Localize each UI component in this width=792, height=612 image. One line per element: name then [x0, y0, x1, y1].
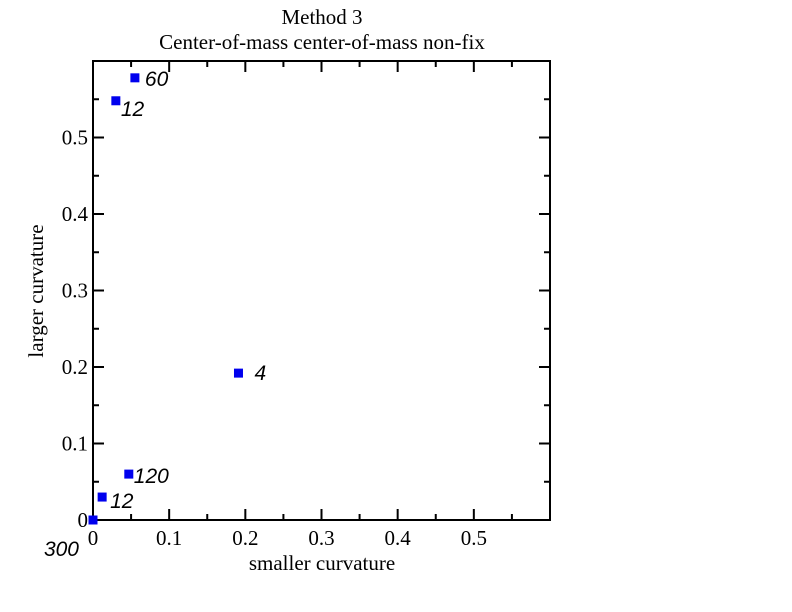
y-axis-label: larger curvature — [24, 224, 48, 357]
x-tick-label: 0 — [88, 526, 99, 550]
y-tick-labels: 0 0.1 0.2 0.3 0.4 0.5 — [62, 126, 89, 533]
point-label: 12 — [121, 98, 145, 121]
point-label: 4 — [254, 362, 266, 385]
point-label: 60 — [145, 68, 169, 91]
scatter-point — [124, 469, 134, 479]
y-tick-label: 0.5 — [62, 126, 88, 150]
x-tick-label: 0.3 — [308, 526, 334, 550]
chart-subtitle: Center-of-mass center-of-mass non-fix — [159, 30, 485, 54]
y-tick-label: 0 — [78, 508, 89, 532]
scatter-point — [111, 96, 121, 106]
x-tick-label: 0.2 — [232, 526, 258, 550]
scatter-point — [97, 492, 107, 502]
scatter-point — [88, 515, 98, 525]
x-tick-labels: 0 0.1 0.2 0.3 0.4 0.5 — [88, 526, 487, 550]
chart-title: Method 3 — [281, 5, 362, 29]
scatter-point — [130, 73, 140, 83]
axis-ticks — [92, 60, 551, 521]
y-tick-label: 0.2 — [62, 355, 88, 379]
y-tick-label: 0.4 — [62, 202, 89, 226]
x-tick-label: 0.4 — [385, 526, 412, 550]
x-tick-label: 0.1 — [156, 526, 182, 550]
point-label: 300 — [44, 538, 79, 561]
x-tick-label: 0.5 — [461, 526, 487, 550]
y-tick-label: 0.3 — [62, 279, 88, 303]
point-label: 12 — [110, 490, 134, 513]
x-axis-label: smaller curvature — [249, 551, 395, 575]
scatter-point — [233, 368, 243, 378]
y-tick-label: 0.1 — [62, 432, 88, 456]
point-label: 120 — [134, 465, 169, 488]
plot-frame — [92, 60, 551, 521]
